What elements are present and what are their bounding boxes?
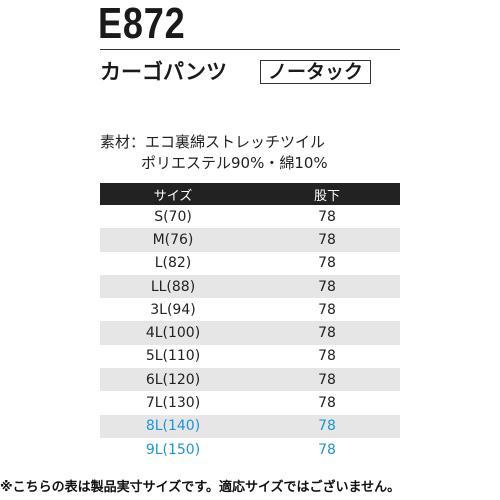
inseam-cell: 78 [318,208,336,225]
table-row: 5L(110) 78 [100,345,400,368]
header-inseam: 股下 [313,188,340,204]
inseam-cell: 78 [318,348,336,365]
size-cell: 5L(110) [145,348,201,365]
size-cell: L(82) [154,255,192,272]
size-cell: M(76) [152,231,194,248]
table-row: 6L(120) 78 [100,368,400,392]
inseam-cell: 78 [318,301,336,318]
inseam-cell: 78 [318,325,336,342]
size-cell: 8L(140) [145,418,201,435]
material-line-2: ポリエステル90%・綿10% [141,154,328,172]
inseam-cell: 78 [318,395,336,412]
inseam-cell: 78 [318,371,336,388]
size-cell: 3L(94) [150,301,196,318]
inseam-cell: 78 [318,418,336,435]
table-header-row: サイズ 股下 [100,183,400,205]
size-cell: 6L(120) [145,371,201,388]
size-cell: 4L(100) [145,325,201,342]
table-row: M(76) 78 [100,228,400,252]
inseam-cell: 78 [318,231,336,248]
size-note: ※こちらの表は製品実寸サイズです。適応サイズではございません。 [0,480,401,495]
header-size: サイズ [153,188,193,204]
inseam-cell: 78 [318,441,336,458]
inseam-cell: 78 [318,278,336,295]
tuck-badge: ノータック [260,60,372,84]
title-divider [100,49,400,50]
table-row: 7L(130) 78 [100,391,400,414]
material-line-1: 素材：エコ裏綿ストレッチツイル [100,133,326,151]
size-cell: 7L(130) [145,395,201,412]
table-row: 8L(140) 78 [100,414,400,438]
inseam-cell: 78 [318,255,336,272]
table-row: L(82) 78 [100,252,400,275]
table-row: S(70) 78 [100,205,400,228]
table-row: 9L(150) 78 [100,438,400,461]
product-code: E872 [98,0,186,48]
size-table: サイズ 股下 S(70) 78 M(76) 78 L(82) 78 LL(88)… [100,183,400,461]
table-row: 3L(94) 78 [100,298,400,321]
table-row: 4L(100) 78 [100,321,400,345]
product-name: カーゴパンツ [100,60,228,84]
size-cell: LL(88) [150,278,196,295]
size-cell: S(70) [154,208,192,225]
table-row: LL(88) 78 [100,274,400,299]
size-cell: 9L(150) [145,441,201,458]
